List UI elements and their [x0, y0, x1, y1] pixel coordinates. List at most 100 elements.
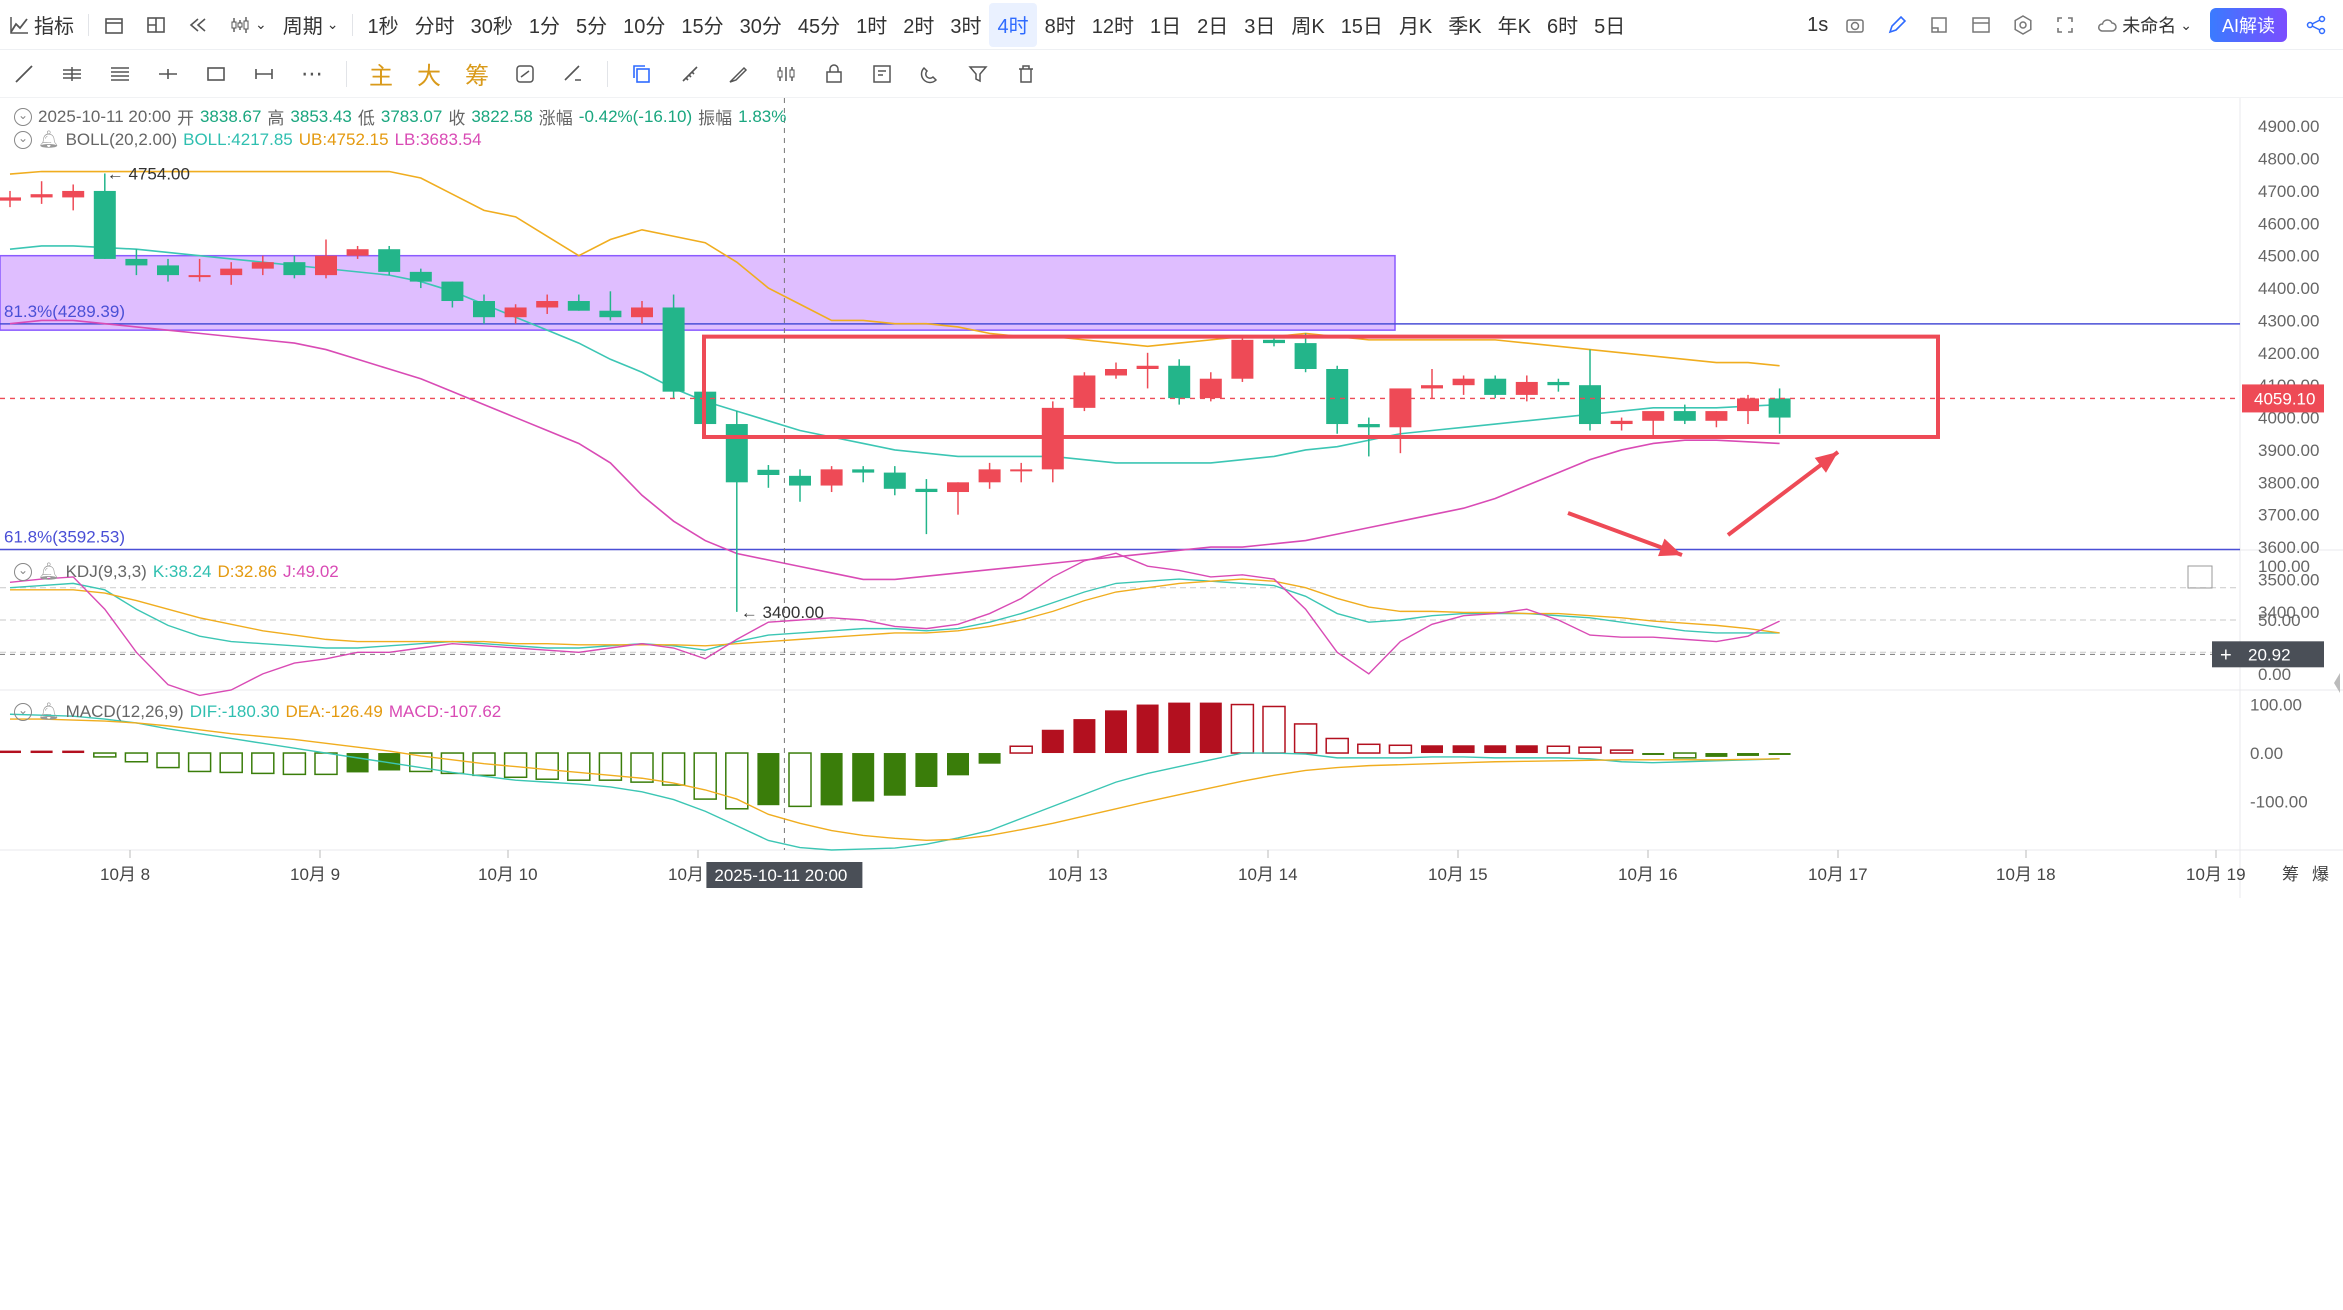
bell-icon[interactable]: 🔔︎: [38, 562, 60, 581]
macd-bar: [1199, 702, 1222, 754]
period-8[interactable]: 45分: [797, 16, 841, 38]
period-13[interactable]: 8时: [1044, 16, 1076, 38]
chip-toggle[interactable]: 筹: [465, 63, 489, 90]
filter-tool[interactable]: [954, 54, 1002, 94]
bell-icon[interactable]: 🔔︎: [38, 702, 60, 721]
candle-body: [1231, 339, 1254, 379]
note-tool[interactable]: [858, 54, 906, 94]
candle-type-button[interactable]: ⌄: [221, 3, 275, 47]
last-price-label: 4059.10: [2254, 389, 2315, 408]
period-3[interactable]: 1分: [528, 16, 560, 38]
macd-bar: [1705, 753, 1728, 757]
period-23[interactable]: 6时: [1546, 16, 1579, 38]
magnet-tool[interactable]: [906, 54, 954, 94]
period-21[interactable]: 季K: [1448, 16, 1482, 38]
candle: [441, 281, 464, 308]
horizontal-line-icon: [159, 68, 177, 79]
price-axis-label: 4000.00: [2258, 409, 2319, 428]
period-18[interactable]: 周K: [1291, 16, 1325, 38]
more-tools[interactable]: ⋯: [288, 54, 336, 94]
candle-body: [157, 265, 179, 276]
ruler-tool[interactable]: [666, 54, 714, 94]
candle-body: [1737, 398, 1759, 412]
period-19[interactable]: 15日: [1340, 16, 1383, 38]
period-9[interactable]: 1时: [856, 16, 888, 38]
period-12[interactable]: 4时: [989, 2, 1037, 47]
period-11[interactable]: 3时: [950, 16, 982, 38]
candle-body: [378, 249, 401, 272]
line-icon: [15, 64, 33, 83]
period-2[interactable]: 30秒: [470, 16, 513, 38]
period-22[interactable]: 年K: [1497, 16, 1531, 38]
compare-tool[interactable]: [501, 54, 549, 94]
hline-tool[interactable]: [144, 54, 192, 94]
fib-tool[interactable]: [96, 54, 144, 94]
macd-bar: [187, 752, 212, 773]
note-icon: [873, 64, 891, 83]
last-price-badge: [2242, 384, 2324, 413]
candle-body: [1642, 411, 1665, 421]
interval-label[interactable]: 1s: [1807, 13, 1829, 36]
candle: [0, 190, 21, 208]
pattern-tool[interactable]: [762, 54, 810, 94]
chart-area[interactable]: 4900.00 4800.00 4700.00 4600.00 4500.00 4400.…: [0, 98, 2343, 1305]
period-6[interactable]: 15分: [681, 16, 724, 38]
period-0[interactable]: 1秒: [367, 16, 399, 38]
time-axis-label: 10月 19: [2186, 865, 2246, 884]
period-dropdown[interactable]: 周期 ⌄: [282, 16, 339, 38]
alert-tool[interactable]: [549, 54, 597, 94]
measure-tool[interactable]: [240, 54, 288, 94]
period-14[interactable]: 12时: [1091, 16, 1134, 38]
calendar-button[interactable]: [95, 3, 137, 47]
period-1[interactable]: 分时: [414, 16, 455, 38]
alert-pen-icon: [564, 64, 581, 81]
period-15[interactable]: 1日: [1149, 16, 1182, 38]
layout-button[interactable]: [137, 3, 179, 47]
channel-tool[interactable]: [48, 54, 96, 94]
candle-body: [1515, 381, 1538, 395]
period-5[interactable]: 10分: [623, 16, 666, 38]
candle-body: [0, 197, 21, 201]
brush-tool[interactable]: [714, 54, 762, 94]
kline-chart[interactable]: 4900.00 4800.00 4700.00 4600.00 4500.00 4400.…: [0, 98, 2343, 1305]
delete-tool[interactable]: [1002, 54, 1050, 94]
price-axis-label: 3400.00: [2258, 603, 2319, 622]
period-7[interactable]: 30分: [739, 16, 782, 38]
macd-bar: [30, 750, 53, 754]
ai-interpret-button[interactable]: AI解读: [2209, 8, 2287, 42]
collapse-icon[interactable]: ⌄: [14, 703, 32, 721]
time-axis-label: 10月 18: [1996, 865, 2056, 884]
macd-bar: [852, 753, 875, 802]
candle-body: [883, 472, 906, 489]
collapse-icon[interactable]: ⌄: [14, 107, 32, 126]
cloud-save-button[interactable]: 未命名 ⌄: [2088, 3, 2200, 47]
period-20[interactable]: 月K: [1398, 16, 1433, 38]
price-axis-label: 3700.00: [2258, 506, 2319, 525]
period-16[interactable]: 2日: [1197, 16, 1229, 38]
lock-tool[interactable]: [810, 54, 858, 94]
draw-button[interactable]: [1878, 3, 1920, 47]
collapse-icon[interactable]: ⌄: [14, 563, 32, 581]
settings-button[interactable]: [2004, 3, 2046, 47]
macd-bar: [1421, 745, 1443, 754]
copy-tool[interactable]: [618, 54, 666, 94]
period-17[interactable]: 3日: [1244, 16, 1276, 38]
macd-bar: [1262, 705, 1286, 754]
template-button[interactable]: [1962, 3, 2004, 47]
share-button[interactable]: [2297, 3, 2343, 47]
period-24[interactable]: 5日: [1594, 16, 1626, 38]
screenshot-button[interactable]: [1836, 3, 1878, 47]
fullscreen-button[interactable]: [1920, 3, 1962, 47]
bell-icon[interactable]: 🔔︎: [38, 130, 60, 149]
replay-button[interactable]: [179, 3, 221, 47]
collapse-icon[interactable]: ⌄: [14, 131, 32, 149]
chevron-down-icon: ⌄: [2180, 16, 2192, 33]
period-10[interactable]: 2时: [903, 16, 935, 38]
indicators-button[interactable]: 指标: [0, 3, 82, 47]
rectangle-tool[interactable]: [192, 54, 240, 94]
main-chart-toggle[interactable]: 主: [369, 63, 393, 90]
trend-line-tool[interactable]: [0, 54, 48, 94]
expand-button[interactable]: [2046, 3, 2088, 47]
big-order-toggle[interactable]: 大: [417, 63, 441, 90]
period-4[interactable]: 5分: [575, 16, 608, 38]
